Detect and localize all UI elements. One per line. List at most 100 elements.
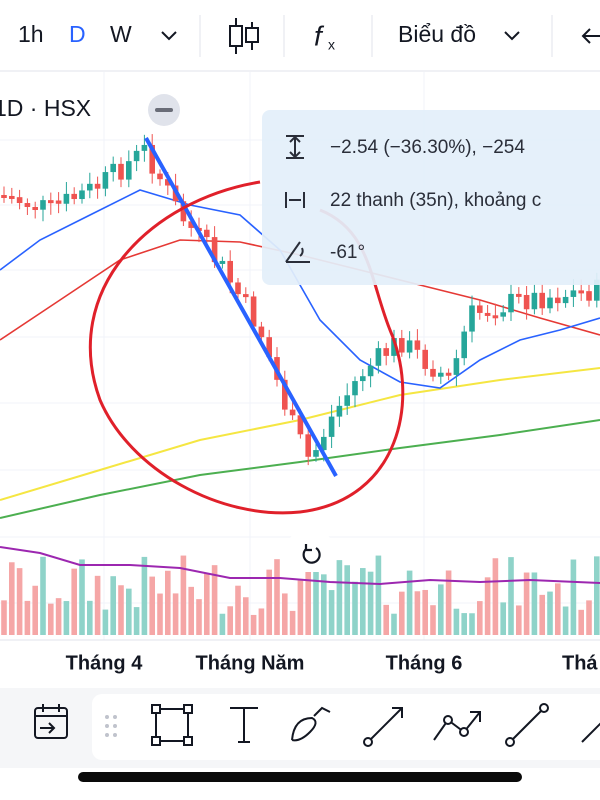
chart-type-dropdown[interactable] (504, 31, 520, 41)
volume-bar (227, 606, 233, 635)
line-tool[interactable] (505, 703, 549, 747)
interval-w[interactable]: W (110, 21, 132, 47)
brush-tool[interactable] (291, 706, 331, 742)
candle-body (375, 348, 382, 366)
candle-body (391, 338, 397, 356)
volume-bar (547, 591, 553, 635)
candle-body (204, 229, 210, 238)
date-range-tool[interactable] (34, 704, 68, 739)
candle-body (508, 293, 514, 313)
candle-body (149, 144, 155, 174)
volume-bar (555, 583, 561, 635)
x-label: Thá (562, 652, 598, 674)
volume-bar (258, 608, 265, 635)
candle-body (321, 436, 327, 451)
volume-bar (531, 572, 538, 635)
candle-body (539, 292, 545, 309)
indicators-button[interactable]: f (314, 20, 325, 51)
undo-button[interactable] (581, 28, 600, 44)
volume-bar (196, 599, 202, 635)
candle-body (55, 200, 62, 204)
candle-body (313, 450, 319, 457)
drawing-tools (34, 703, 600, 747)
volume-bar (274, 559, 280, 635)
volume-bars (1, 555, 600, 635)
chart-type-menu[interactable]: Biểu đồ (398, 21, 476, 47)
ma-green (0, 419, 600, 519)
volume-bar (133, 607, 140, 635)
volume-bar (539, 594, 545, 635)
drag-handle[interactable] (105, 715, 117, 737)
candle-body (562, 296, 569, 304)
volume-bar (282, 593, 288, 635)
candle-body (180, 201, 187, 222)
candle-body (492, 315, 499, 319)
interval-1h[interactable]: 1h (18, 21, 44, 47)
interval-d[interactable]: D (69, 21, 86, 47)
candle-body (586, 291, 592, 301)
candle-body (266, 337, 272, 358)
volume-bar (469, 613, 475, 635)
candle-body (516, 293, 522, 297)
trend-line[interactable] (144, 137, 338, 477)
home-indicator (78, 772, 522, 782)
volume-bar (383, 604, 389, 635)
reset-icon (302, 544, 321, 564)
volume-bar (562, 606, 569, 635)
volume-bar (523, 572, 530, 635)
candle-body (40, 200, 46, 210)
volume-bar (352, 581, 358, 635)
volume-bar (63, 601, 70, 635)
text-tool[interactable] (230, 707, 258, 743)
measure-angle: -61° (330, 242, 365, 263)
candle-body (289, 409, 296, 416)
volume-bar (172, 593, 179, 635)
volume-bar (211, 565, 218, 635)
path-tool[interactable] (433, 711, 481, 741)
candle-body (1, 195, 7, 198)
candle-body (235, 282, 241, 295)
volume-bar (157, 593, 163, 635)
hand-drawn-circle[interactable] (88, 180, 405, 515)
volume-bar (24, 600, 31, 635)
measure-bars: 22 thanh (35n), khoảng c (330, 190, 541, 211)
volume-bar (422, 589, 428, 635)
volume-bar (55, 598, 62, 635)
candle-body (297, 415, 304, 435)
candle-body (165, 179, 171, 186)
candle-body (367, 365, 374, 377)
volume-bar (305, 560, 311, 635)
volume-bar (453, 608, 460, 635)
reset-button[interactable] (288, 536, 332, 572)
candle-body (430, 368, 436, 377)
ray-tool[interactable] (581, 712, 600, 743)
candle-body (211, 237, 218, 263)
volume-bar (430, 605, 436, 635)
x-label: Tháng 6 (386, 652, 463, 674)
candle-type-button[interactable] (229, 18, 259, 54)
volume-bar (500, 602, 506, 635)
candle-body (399, 338, 405, 353)
measure-price: −2.54 (−36.30%), −254 (330, 137, 525, 158)
volume-bar (375, 555, 382, 635)
volume-bar (102, 609, 109, 635)
candle-body (118, 163, 124, 180)
volume-bar (344, 565, 350, 635)
candle-body (243, 294, 249, 298)
volume-bar (9, 562, 15, 635)
candle-body (110, 163, 116, 173)
x-label: Tháng Năm (196, 652, 305, 674)
volume-bar (266, 569, 272, 635)
candle-body (555, 297, 561, 304)
x-label: Tháng 4 (66, 652, 144, 674)
candle-body (360, 376, 366, 382)
arrow-tool[interactable] (363, 707, 403, 747)
candle-body (461, 331, 467, 359)
volume-bar (297, 578, 304, 635)
rectangle-tool[interactable] (151, 704, 193, 746)
candle-body (406, 340, 413, 353)
volume-bar (94, 575, 101, 635)
interval-dropdown[interactable] (161, 31, 177, 41)
